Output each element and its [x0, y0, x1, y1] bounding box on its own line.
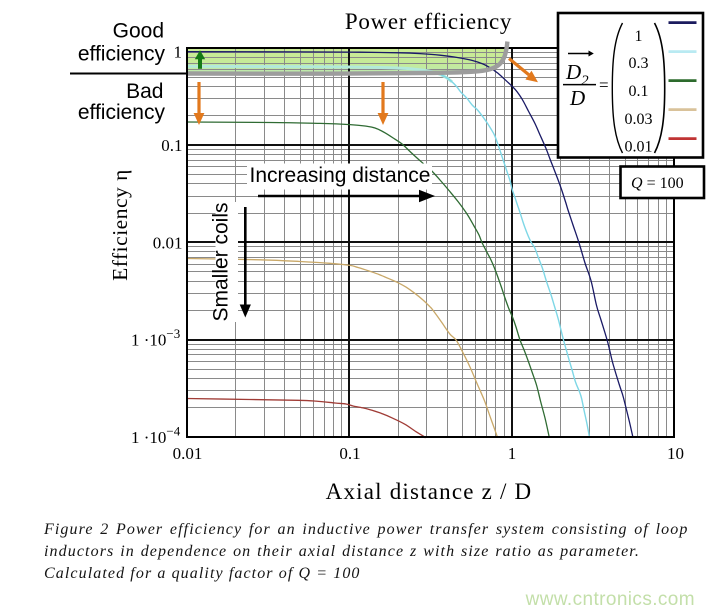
svg-text:1: 1 [508, 444, 517, 463]
svg-text:0.01: 0.01 [153, 234, 183, 253]
svg-text:Bad: Bad [126, 80, 163, 103]
svg-text:0.01: 0.01 [625, 139, 653, 156]
svg-text:=: = [599, 76, 609, 95]
svg-text:efficiency: efficiency [78, 43, 166, 66]
svg-text:0.1: 0.1 [629, 83, 649, 100]
svg-text:1: 1 [174, 43, 183, 62]
svg-text:0.1: 0.1 [339, 444, 360, 463]
svg-text:0.3: 0.3 [629, 55, 649, 72]
svg-text:1 ·10−3: 1 ·10−3 [131, 326, 180, 350]
svg-text:D: D [569, 86, 585, 110]
svg-text:Efficiency η: Efficiency η [108, 169, 132, 281]
svg-text:1: 1 [635, 28, 643, 45]
svg-text:10: 10 [667, 444, 684, 463]
svg-text:Increasing distance: Increasing distance [250, 164, 431, 187]
svg-text:Smaller coils: Smaller coils [210, 202, 233, 321]
svg-text:0.03: 0.03 [625, 111, 653, 128]
svg-text:efficiency: efficiency [78, 101, 166, 124]
svg-text:0.1: 0.1 [161, 136, 182, 155]
svg-text:0.01: 0.01 [173, 444, 203, 463]
svg-text:Q = 100: Q = 100 [631, 175, 684, 192]
svg-text:Power efficiency: Power efficiency [345, 9, 512, 34]
svg-text:Good: Good [113, 20, 164, 43]
svg-text:Axial distance z / D: Axial distance z / D [326, 479, 533, 504]
